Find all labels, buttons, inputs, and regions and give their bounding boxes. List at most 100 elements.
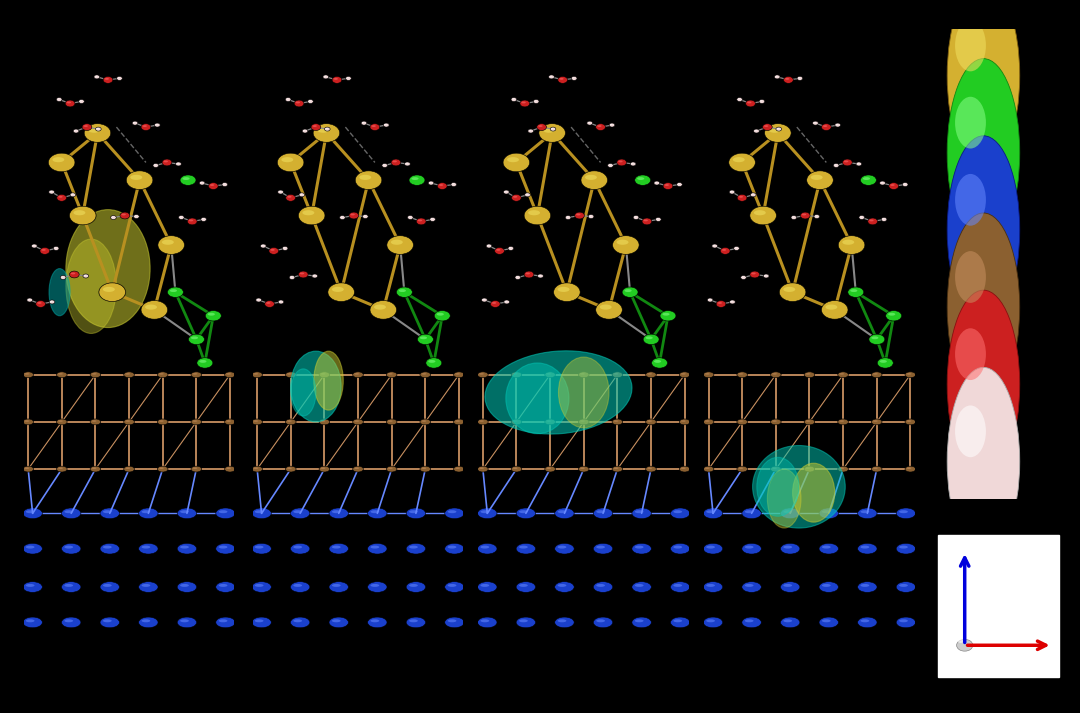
Ellipse shape xyxy=(49,190,55,194)
Ellipse shape xyxy=(526,272,530,275)
Ellipse shape xyxy=(279,300,284,304)
Ellipse shape xyxy=(512,98,514,100)
Ellipse shape xyxy=(191,371,202,378)
Ellipse shape xyxy=(94,75,99,79)
Ellipse shape xyxy=(524,206,551,225)
Ellipse shape xyxy=(50,301,53,302)
Ellipse shape xyxy=(123,466,135,472)
Ellipse shape xyxy=(225,419,235,425)
Ellipse shape xyxy=(346,76,351,81)
Ellipse shape xyxy=(522,101,526,103)
Ellipse shape xyxy=(632,508,652,519)
Ellipse shape xyxy=(819,543,839,554)
Ellipse shape xyxy=(593,617,613,628)
Ellipse shape xyxy=(103,545,111,548)
Ellipse shape xyxy=(409,620,418,622)
Ellipse shape xyxy=(23,543,43,554)
Ellipse shape xyxy=(92,420,96,422)
Ellipse shape xyxy=(822,123,832,130)
Ellipse shape xyxy=(495,247,504,255)
Ellipse shape xyxy=(553,282,581,302)
Ellipse shape xyxy=(177,581,198,593)
Ellipse shape xyxy=(477,419,488,425)
Ellipse shape xyxy=(703,466,714,472)
Ellipse shape xyxy=(703,466,714,472)
Ellipse shape xyxy=(23,419,33,425)
Ellipse shape xyxy=(654,360,661,363)
Ellipse shape xyxy=(83,123,111,143)
Ellipse shape xyxy=(905,466,916,472)
Ellipse shape xyxy=(797,76,802,81)
Ellipse shape xyxy=(23,617,42,627)
Ellipse shape xyxy=(285,419,296,425)
Ellipse shape xyxy=(703,582,723,593)
Ellipse shape xyxy=(656,217,661,222)
Ellipse shape xyxy=(23,371,33,378)
Ellipse shape xyxy=(861,511,869,513)
Ellipse shape xyxy=(737,98,742,101)
Ellipse shape xyxy=(642,218,652,225)
Ellipse shape xyxy=(339,215,346,220)
Ellipse shape xyxy=(140,123,151,130)
Ellipse shape xyxy=(733,247,740,250)
Ellipse shape xyxy=(121,214,126,215)
Ellipse shape xyxy=(737,194,747,201)
Ellipse shape xyxy=(571,76,577,81)
Ellipse shape xyxy=(354,468,359,469)
Ellipse shape xyxy=(516,582,536,593)
Ellipse shape xyxy=(644,334,659,344)
Ellipse shape xyxy=(775,76,778,77)
Ellipse shape xyxy=(355,171,382,190)
Ellipse shape xyxy=(332,584,340,587)
Ellipse shape xyxy=(367,543,388,554)
Ellipse shape xyxy=(286,195,296,201)
Ellipse shape xyxy=(95,76,97,77)
Ellipse shape xyxy=(286,98,288,100)
Ellipse shape xyxy=(677,183,680,185)
Ellipse shape xyxy=(837,419,849,425)
Ellipse shape xyxy=(706,620,715,622)
Ellipse shape xyxy=(611,371,623,378)
Ellipse shape xyxy=(538,274,543,278)
Ellipse shape xyxy=(294,100,303,107)
Ellipse shape xyxy=(176,163,179,164)
Ellipse shape xyxy=(103,287,114,292)
Ellipse shape xyxy=(386,371,397,378)
Ellipse shape xyxy=(579,371,589,378)
Ellipse shape xyxy=(716,300,726,307)
Ellipse shape xyxy=(632,581,652,593)
Ellipse shape xyxy=(654,181,660,185)
Ellipse shape xyxy=(406,581,427,593)
Ellipse shape xyxy=(504,301,508,302)
Ellipse shape xyxy=(482,298,487,302)
Ellipse shape xyxy=(825,304,837,309)
Ellipse shape xyxy=(421,420,427,422)
Ellipse shape xyxy=(370,545,379,548)
Ellipse shape xyxy=(40,247,50,255)
Ellipse shape xyxy=(92,373,96,374)
Ellipse shape xyxy=(596,584,605,587)
Ellipse shape xyxy=(363,215,368,218)
Ellipse shape xyxy=(312,274,318,278)
Ellipse shape xyxy=(370,511,379,513)
Ellipse shape xyxy=(56,371,67,378)
Ellipse shape xyxy=(103,76,113,83)
Ellipse shape xyxy=(445,617,464,627)
Ellipse shape xyxy=(751,193,756,197)
Ellipse shape xyxy=(278,153,303,172)
Ellipse shape xyxy=(420,371,431,378)
Ellipse shape xyxy=(861,175,876,185)
Ellipse shape xyxy=(737,371,747,378)
Ellipse shape xyxy=(90,371,102,378)
Ellipse shape xyxy=(745,100,756,107)
Ellipse shape xyxy=(329,617,349,627)
Ellipse shape xyxy=(71,272,76,275)
Ellipse shape xyxy=(482,298,487,302)
Ellipse shape xyxy=(138,543,158,554)
Ellipse shape xyxy=(877,357,893,369)
Ellipse shape xyxy=(617,159,626,166)
Ellipse shape xyxy=(83,274,89,278)
Ellipse shape xyxy=(50,191,52,192)
Ellipse shape xyxy=(643,334,660,345)
Ellipse shape xyxy=(742,582,761,593)
